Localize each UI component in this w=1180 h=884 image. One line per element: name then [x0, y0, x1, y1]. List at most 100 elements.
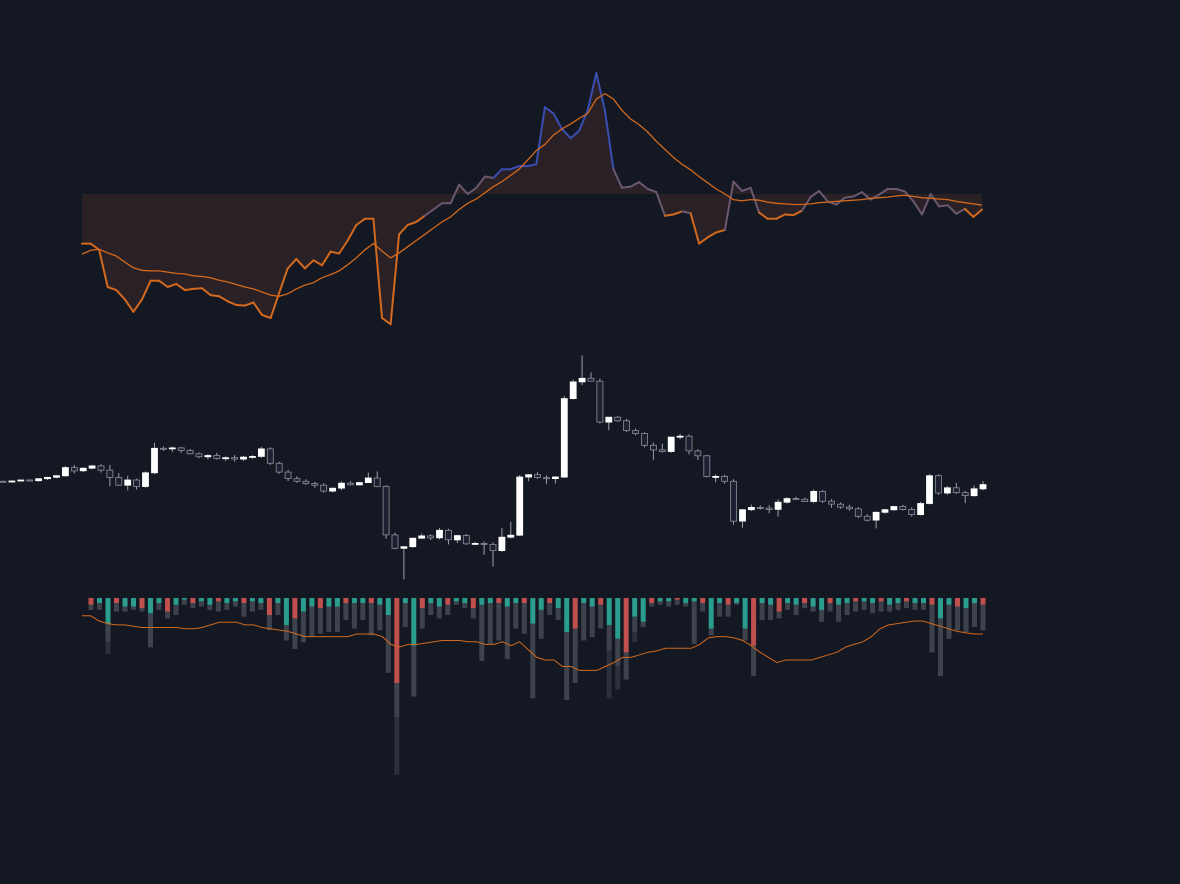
volume-stack-bar: [606, 625, 612, 651]
volume-stack-bar: [309, 606, 315, 638]
oscillator-line-segment: [115, 289, 126, 301]
candle-up: [222, 457, 230, 460]
candle-down: [792, 498, 800, 501]
volume-bar: [810, 598, 816, 607]
candle-down: [195, 453, 203, 458]
oscillator-line-segment: [895, 188, 906, 193]
price-panel: [0, 355, 987, 580]
oscillator-line-segment: [415, 214, 426, 223]
oscillator-line-segment: [158, 279, 169, 288]
oscillator-line-segment: [715, 229, 726, 234]
oscillator-line-segment: [106, 286, 118, 292]
volume-bar: [97, 598, 102, 604]
volume-bar: [173, 598, 179, 605]
volume-stack-bar: [683, 603, 689, 607]
oscillator-line-segment: [809, 189, 821, 199]
volume-stack-bar: [249, 601, 255, 612]
candle-up: [240, 456, 247, 460]
volume-bar: [122, 598, 128, 607]
candle-down: [186, 450, 194, 455]
oscillator-line-segment: [723, 180, 735, 231]
volume-stack-bar: [224, 603, 230, 610]
volume-stack-bar: [283, 625, 289, 641]
volume-bar: [258, 598, 264, 604]
oscillator-line-segment: [458, 183, 469, 195]
candle-down: [26, 479, 34, 482]
oscillator-line-segment: [792, 209, 803, 217]
candle-up: [35, 478, 42, 482]
oscillator-line-segment: [423, 208, 435, 217]
volume-stack-bar: [241, 603, 247, 617]
candle-up: [62, 467, 69, 477]
volume-stack-bar: [793, 604, 799, 615]
volume-bar: [708, 598, 714, 629]
oscillator-line-segment: [329, 250, 341, 255]
volume-bar: [921, 598, 926, 604]
candle-down: [587, 377, 595, 382]
oscillator-line-segment: [929, 193, 941, 208]
volume-bar: [309, 598, 315, 607]
volume-bar: [751, 598, 757, 646]
candle-up: [516, 476, 524, 536]
volume-stack-bar: [938, 618, 943, 677]
volume-stack-bar: [657, 601, 663, 605]
candle-down: [266, 448, 274, 464]
volume-stack-bar: [861, 601, 867, 610]
volume-stack-bar: [148, 613, 153, 648]
oscillator-line-segment: [972, 208, 983, 218]
volume-stack-bar: [972, 603, 977, 627]
candle-up: [507, 534, 515, 538]
volume-bar: [972, 598, 977, 604]
volume-bar: [504, 598, 510, 607]
volume-bar: [912, 598, 918, 604]
volume-stack-bar: [411, 645, 417, 697]
oscillator-line-segment: [252, 301, 263, 316]
candle-down: [694, 450, 702, 457]
oscillator-line-segment: [946, 204, 958, 215]
volume-bar: [844, 598, 850, 604]
candle-down: [489, 544, 497, 552]
oscillator-line-segment: [269, 292, 281, 319]
volume-stack-bar: [589, 606, 595, 638]
volume-stack-bar: [215, 601, 221, 612]
volume-stack-bar: [360, 603, 366, 621]
volume-stack-bar: [530, 623, 536, 699]
candle-up: [676, 435, 684, 438]
volume-bar: [215, 598, 221, 602]
candle-down: [106, 469, 114, 478]
oscillator-line-segment: [535, 106, 546, 166]
volume-stack-bar: [114, 603, 119, 612]
volume-stack-bar: [912, 603, 918, 610]
oscillator-signal-line: [81, 92, 983, 297]
candle-down: [632, 430, 639, 434]
oscillator-line-segment: [646, 188, 658, 194]
candle-down: [596, 380, 604, 423]
volume-stack-bar: [377, 604, 383, 631]
oscillator-line-segment: [775, 213, 786, 220]
volume-stack-bar: [555, 608, 561, 621]
volume-bar: [598, 598, 604, 605]
oscillator-line-segment: [706, 231, 718, 239]
volume-stack-bar: [538, 609, 544, 639]
oscillator-line-segment: [638, 181, 649, 190]
volume-bar: [224, 598, 230, 604]
volume-stack-bar: [802, 603, 808, 609]
volume-stack-bar: [139, 608, 145, 612]
volume-stack-bar: [878, 601, 884, 612]
volume-bar: [615, 598, 621, 639]
volume-bar: [428, 598, 434, 604]
candle-up: [872, 511, 880, 521]
volume-bar: [131, 598, 136, 607]
oscillator-line-segment: [612, 168, 623, 189]
candle-up: [249, 455, 256, 458]
oscillator-line-segment: [226, 300, 238, 306]
candle-up: [151, 447, 158, 474]
volume-stack-bar: [317, 608, 323, 634]
oscillator-panel: [81, 72, 983, 326]
volume-bar: [861, 598, 867, 602]
volume-stack-bar: [649, 603, 655, 607]
oscillator-line-segment: [243, 301, 255, 307]
volume-bar: [385, 598, 391, 615]
candle-up: [498, 536, 506, 552]
